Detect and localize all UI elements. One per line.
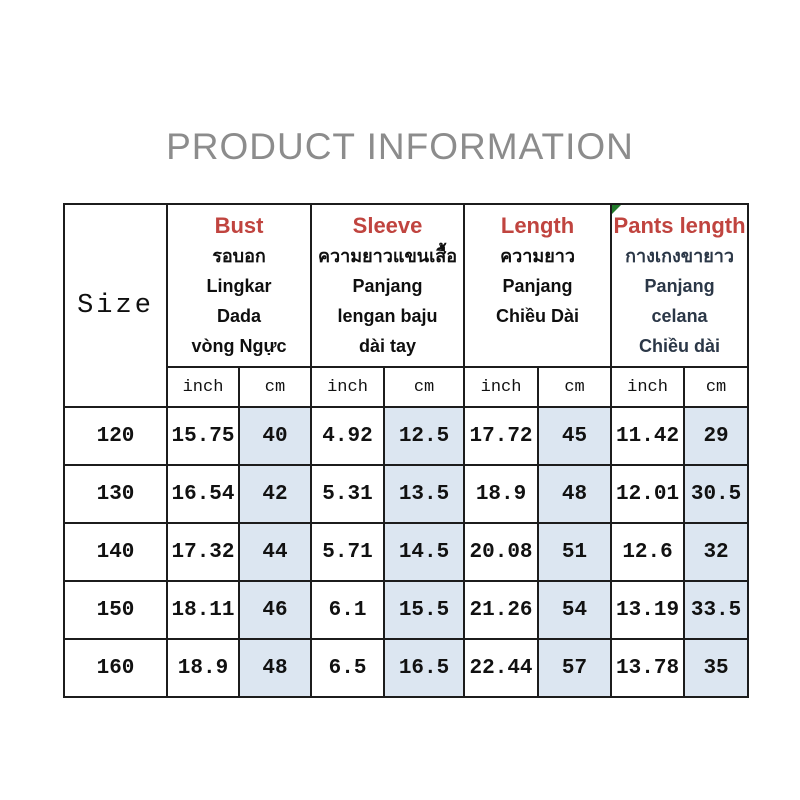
table-row-size-160: 160 18.9 48 6.5 16.5 22.44 57 13.78 35 bbox=[63, 638, 750, 698]
header-row-groups: Size Bust รอบอก Lingkar Dada vòng Ngực S… bbox=[63, 203, 750, 408]
length-cm-value: 54 bbox=[537, 580, 613, 640]
length-cm-value: 45 bbox=[537, 406, 613, 466]
length-inch-value: 20.08 bbox=[463, 522, 540, 582]
sleeve-inch-unit: inch bbox=[310, 366, 386, 408]
bust-inch-value: 17.32 bbox=[166, 522, 240, 582]
length-inch-value: 17.72 bbox=[463, 406, 540, 466]
comment-marker-icon bbox=[613, 206, 622, 214]
length-cm-value: 51 bbox=[537, 522, 613, 582]
sleeve-cm-value: 16.5 bbox=[383, 638, 466, 698]
bust-cm-value: 44 bbox=[237, 522, 313, 582]
bust-inch-value: 15.75 bbox=[166, 406, 240, 466]
bust-cm-value: 40 bbox=[237, 406, 313, 466]
sleeve-inch-value: 6.1 bbox=[310, 580, 386, 640]
sleeve-cm-unit: cm bbox=[383, 366, 466, 408]
size-chart-table: Size Bust รอบอก Lingkar Dada vòng Ngực S… bbox=[63, 203, 750, 698]
bust-cm-unit: cm bbox=[237, 366, 313, 408]
sleeve-inch-value: 5.71 bbox=[310, 522, 386, 582]
sleeve-inch-value: 4.92 bbox=[310, 406, 386, 466]
pants-cm-value: 33.5 bbox=[683, 580, 750, 640]
pants-inch-unit: inch bbox=[610, 366, 686, 408]
pants-length-translations: กางเกงขายาว Panjang celana Chiều dài bbox=[625, 246, 734, 356]
bust-group-header: Bust รอบอก Lingkar Dada vòng Ngực bbox=[165, 203, 313, 368]
bust-cm-value: 46 bbox=[237, 580, 313, 640]
header-row-units: inch cm inch cm inch cm inch cm bbox=[64, 366, 750, 408]
bust-translations: รอบอก Lingkar Dada vòng Ngực bbox=[191, 246, 287, 356]
bust-inch-unit: inch bbox=[166, 366, 240, 408]
length-inch-value: 21.26 bbox=[463, 580, 540, 640]
table-row-size-150: 150 18.11 46 6.1 15.5 21.26 54 13.19 33.… bbox=[63, 580, 750, 640]
pants-inch-value: 13.78 bbox=[610, 638, 686, 698]
sleeve-cm-value: 13.5 bbox=[383, 464, 466, 524]
sleeve-group-header: Sleeve ความยาวแขนเสื้อ Panjang lengan ba… bbox=[310, 203, 466, 368]
size-value: 130 bbox=[63, 464, 168, 524]
pants-inch-value: 11.42 bbox=[610, 406, 686, 466]
pants-length-label: Pants length bbox=[613, 213, 746, 238]
length-group-header: Length ความยาว Panjang Chiều Dài bbox=[463, 203, 613, 368]
sleeve-cm-value: 12.5 bbox=[383, 406, 466, 466]
size-value: 160 bbox=[63, 638, 168, 698]
length-translations: ความยาว Panjang Chiều Dài bbox=[496, 246, 580, 326]
pants-inch-value: 12.01 bbox=[610, 464, 686, 524]
table-row-size-140: 140 17.32 44 5.71 14.5 20.08 51 12.6 32 bbox=[63, 522, 750, 582]
pants-length-group-header: Pants length กางเกงขายาว Panjang celana … bbox=[610, 203, 750, 368]
page-title: PRODUCT INFORMATION bbox=[166, 126, 634, 167]
size-value: 150 bbox=[63, 580, 168, 640]
bust-inch-value: 16.54 bbox=[166, 464, 240, 524]
length-inch-value: 22.44 bbox=[463, 638, 540, 698]
bust-cm-value: 48 bbox=[237, 638, 313, 698]
pants-cm-value: 30.5 bbox=[683, 464, 750, 524]
pants-inch-value: 12.6 bbox=[610, 522, 686, 582]
table-row-size-120: 120 15.75 40 4.92 12.5 17.72 45 11.42 29 bbox=[63, 406, 750, 466]
bust-inch-value: 18.11 bbox=[166, 580, 240, 640]
size-value: 140 bbox=[63, 522, 168, 582]
sleeve-inch-value: 5.31 bbox=[310, 464, 386, 524]
pants-cm-unit: cm bbox=[683, 366, 750, 408]
pants-cm-value: 29 bbox=[683, 406, 750, 466]
length-cm-value: 48 bbox=[537, 464, 613, 524]
sleeve-inch-value: 6.5 bbox=[310, 638, 386, 698]
bust-inch-value: 18.9 bbox=[166, 638, 240, 698]
length-label: Length bbox=[500, 213, 575, 238]
sleeve-cm-value: 14.5 bbox=[383, 522, 466, 582]
length-inch-unit: inch bbox=[463, 366, 540, 408]
length-cm-value: 57 bbox=[537, 638, 613, 698]
sleeve-label: Sleeve bbox=[352, 213, 423, 238]
bust-cm-value: 42 bbox=[237, 464, 313, 524]
bust-label: Bust bbox=[214, 213, 264, 238]
sleeve-cm-value: 15.5 bbox=[383, 580, 466, 640]
pants-cm-value: 32 bbox=[683, 522, 750, 582]
length-inch-value: 18.9 bbox=[463, 464, 540, 524]
pants-inch-value: 13.19 bbox=[610, 580, 686, 640]
pants-cm-value: 35 bbox=[683, 638, 750, 698]
sleeve-translations: ความยาวแขนเสื้อ Panjang lengan baju dài … bbox=[318, 246, 458, 356]
size-value: 120 bbox=[63, 406, 168, 466]
length-cm-unit: cm bbox=[537, 366, 613, 408]
table-row-size-130: 130 16.54 42 5.31 13.5 18.9 48 12.01 30.… bbox=[63, 464, 750, 524]
size-column-header: Size bbox=[63, 203, 168, 408]
